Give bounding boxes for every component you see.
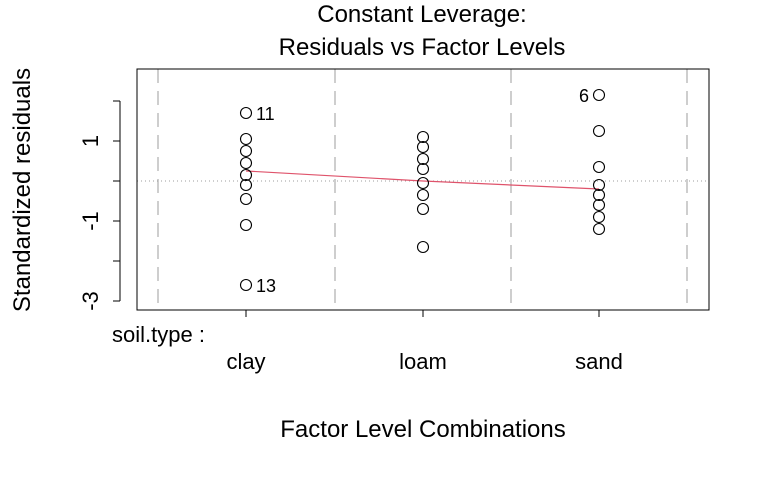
residual-point-sand [592,188,606,202]
point-label-11: 11 [256,104,275,124]
y-tick-label: -3 [78,291,103,311]
residual-point-clay [239,168,253,182]
residual-point-loam [416,240,430,254]
residual-point-sand [592,88,606,102]
point-label-13: 13 [256,276,276,296]
residual-point-clay [239,132,253,146]
residual-point-sand [592,222,606,236]
y-tick-label: 1 [78,135,103,147]
x-tick-label-sand: sand [575,349,623,374]
residual-point-loam [416,162,430,176]
residual-point-sand [592,198,606,212]
residual-point-clay [239,218,253,232]
x-tick-label-loam: loam [399,349,447,374]
factor-label: soil.type : [112,322,205,347]
chart-title: Constant Leverage: [317,1,526,28]
residual-point-loam [416,176,430,190]
residual-point-sand [592,160,606,174]
residual-point-clay [239,156,253,170]
chart-subtitle: Residuals vs Factor Levels [279,34,566,61]
x-axis-title: Factor Level Combinations [280,416,565,443]
residual-point-sand [592,210,606,224]
residual-point-clay [239,278,253,292]
residual-point-sand [592,124,606,138]
plot-layer: -3 -1 1 clay loam sand 11 13 6 [78,68,710,374]
point-label-6: 6 [579,86,589,106]
residual-point-loam [416,202,430,216]
y-tick-label: -1 [78,211,103,231]
residual-point-clay [239,178,253,192]
smooth-line [245,170,600,190]
residual-point-clay [239,192,253,206]
residual-point-loam [416,130,430,144]
residual-point-loam [416,188,430,202]
x-tick-label-clay: clay [226,349,265,374]
residual-point-clay [239,106,253,120]
residual-point-clay [239,144,253,158]
y-axis-title: Standardized residuals [9,68,36,312]
residual-point-loam [416,140,430,154]
residual-point-sand [592,178,606,192]
residual-point-loam [416,152,430,166]
